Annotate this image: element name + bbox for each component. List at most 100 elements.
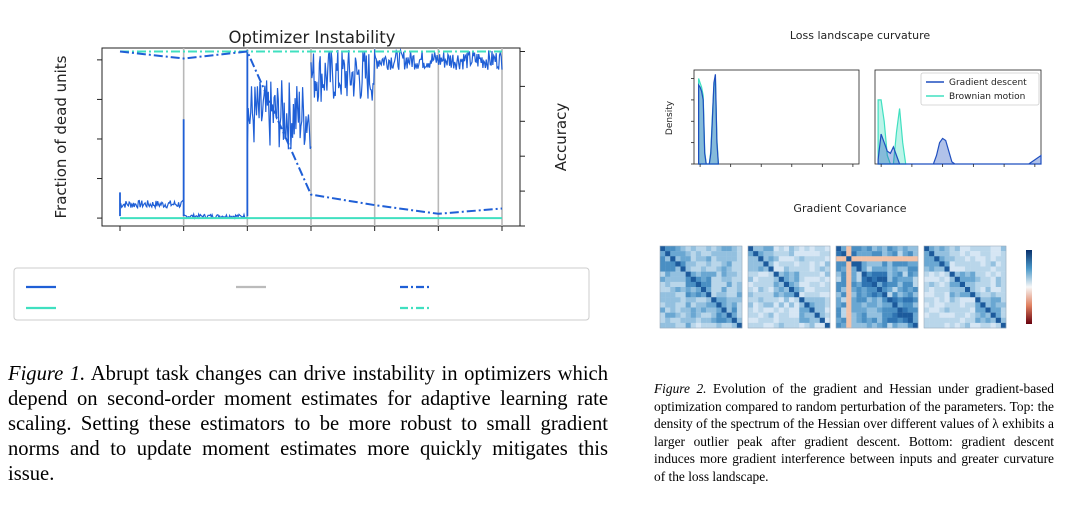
heatmap-cell (670, 271, 676, 277)
heatmap-cell (706, 292, 712, 298)
heatmap-cell (748, 312, 754, 318)
accuracy-default-line (119, 50, 503, 215)
heatmap-cell (670, 246, 676, 252)
heatmap-cell (721, 261, 727, 267)
heatmap-cell (929, 271, 935, 277)
heatmap-cell (773, 297, 779, 303)
heatmap-cell (701, 317, 707, 324)
heatmap-cell (758, 271, 764, 277)
heatmap-cell (841, 317, 847, 324)
heatmap-cell (965, 276, 971, 283)
heatmap-cell (789, 261, 795, 267)
heatmap-cell (748, 292, 754, 298)
heatmap-cell (736, 261, 743, 267)
heatmap-cell (731, 251, 738, 257)
heatmap-cell (778, 271, 785, 277)
heatmap-cell (809, 317, 815, 324)
heatmap-cell (670, 307, 676, 313)
heatmap-cell (882, 302, 888, 308)
heatmap-cell (716, 256, 722, 262)
heatmap-cell (768, 312, 774, 318)
heatmap-cell (841, 297, 847, 303)
heatmap-cell (701, 281, 707, 288)
heatmap-cell (954, 281, 961, 288)
heatmap-cell (846, 246, 852, 252)
heatmap-cell (814, 246, 820, 252)
heatmap-cell (912, 312, 919, 318)
heatmap-cell (975, 287, 981, 293)
heatmap-cell (846, 271, 852, 277)
heatmap-cell (970, 251, 976, 257)
heatmap-cell (1000, 307, 1007, 313)
heatmap-cell (985, 302, 991, 308)
heatmap-cell (866, 322, 873, 329)
heatmap-cell (929, 276, 935, 283)
heatmap-cell (685, 292, 691, 298)
heatmap-cell (814, 297, 820, 303)
heatmap-cell (685, 317, 691, 324)
heatmap-cell (912, 317, 919, 324)
heatmap-cell (907, 322, 914, 329)
heatmap-cell (789, 312, 795, 318)
heatmap-cell (902, 271, 908, 277)
heatmap-cell (907, 287, 914, 293)
heatmap-cell (851, 246, 857, 252)
heatmap-cell (944, 292, 950, 298)
heatmap-cell (924, 317, 930, 324)
heatmap-cell (665, 312, 671, 318)
heatmap-cell (924, 261, 930, 267)
heatmap-cell (939, 317, 945, 324)
heatmap-cell (711, 246, 717, 252)
heatmap-cell (665, 251, 671, 257)
heatmap-cell (690, 322, 697, 329)
heatmap-cell (1000, 271, 1007, 277)
heatmap-cell (877, 251, 883, 257)
heatmap-cell (783, 317, 790, 324)
heatmap-cell (882, 251, 888, 257)
heatmap-cell (1000, 312, 1007, 318)
heatmap-cell (861, 256, 867, 262)
heatmap-cell (701, 302, 707, 308)
heatmap-cell (768, 322, 774, 329)
heatmap-cell (939, 271, 945, 277)
heatmap-cell (794, 251, 800, 257)
heatmap-cell (736, 281, 743, 288)
heatmap-cell (939, 276, 945, 283)
heatmap-cell (753, 251, 759, 257)
heatmap-cell (665, 256, 671, 262)
heatmap-cell (721, 322, 727, 329)
heatmap-cell (856, 297, 862, 303)
heatmap-cell (907, 251, 914, 257)
heatmap-cell (897, 312, 903, 318)
heatmap-cell (959, 281, 966, 288)
figure2-graphic: Loss landscape curvature Density Gradien… (659, 29, 1042, 329)
heatmap-cell (783, 302, 790, 308)
heatmap-cell (949, 297, 955, 303)
heatmap-cell (897, 281, 903, 288)
heatmap-cell (814, 266, 820, 272)
heatmap-cell (934, 322, 940, 329)
heatmap-cell (685, 302, 691, 308)
heatmap-cell (934, 312, 940, 318)
heatmap-cell (685, 256, 691, 262)
heatmap-cell (871, 266, 878, 272)
heatmap-cell (939, 261, 945, 267)
heatmap-cell (939, 251, 945, 257)
heatmap-cell (897, 322, 903, 329)
heatmap-cell (706, 256, 712, 262)
heatmap-cell (871, 271, 878, 277)
heatmap-cell (778, 322, 785, 329)
heatmap-cell (934, 287, 940, 293)
heatmap-cell (1000, 261, 1007, 267)
heatmap-cell (990, 307, 996, 313)
heatmap-cell (897, 276, 903, 283)
heatmap-cell (902, 322, 908, 329)
heatmap-cell (856, 246, 862, 252)
heatmap-cell (695, 302, 702, 308)
heatmap-cell (980, 317, 986, 324)
heatmap-cell (965, 271, 971, 277)
heatmap-cell (861, 266, 867, 272)
heatmap-cell (944, 317, 950, 324)
heatmap-cell (768, 261, 774, 267)
heatmap-cell (1000, 276, 1007, 283)
